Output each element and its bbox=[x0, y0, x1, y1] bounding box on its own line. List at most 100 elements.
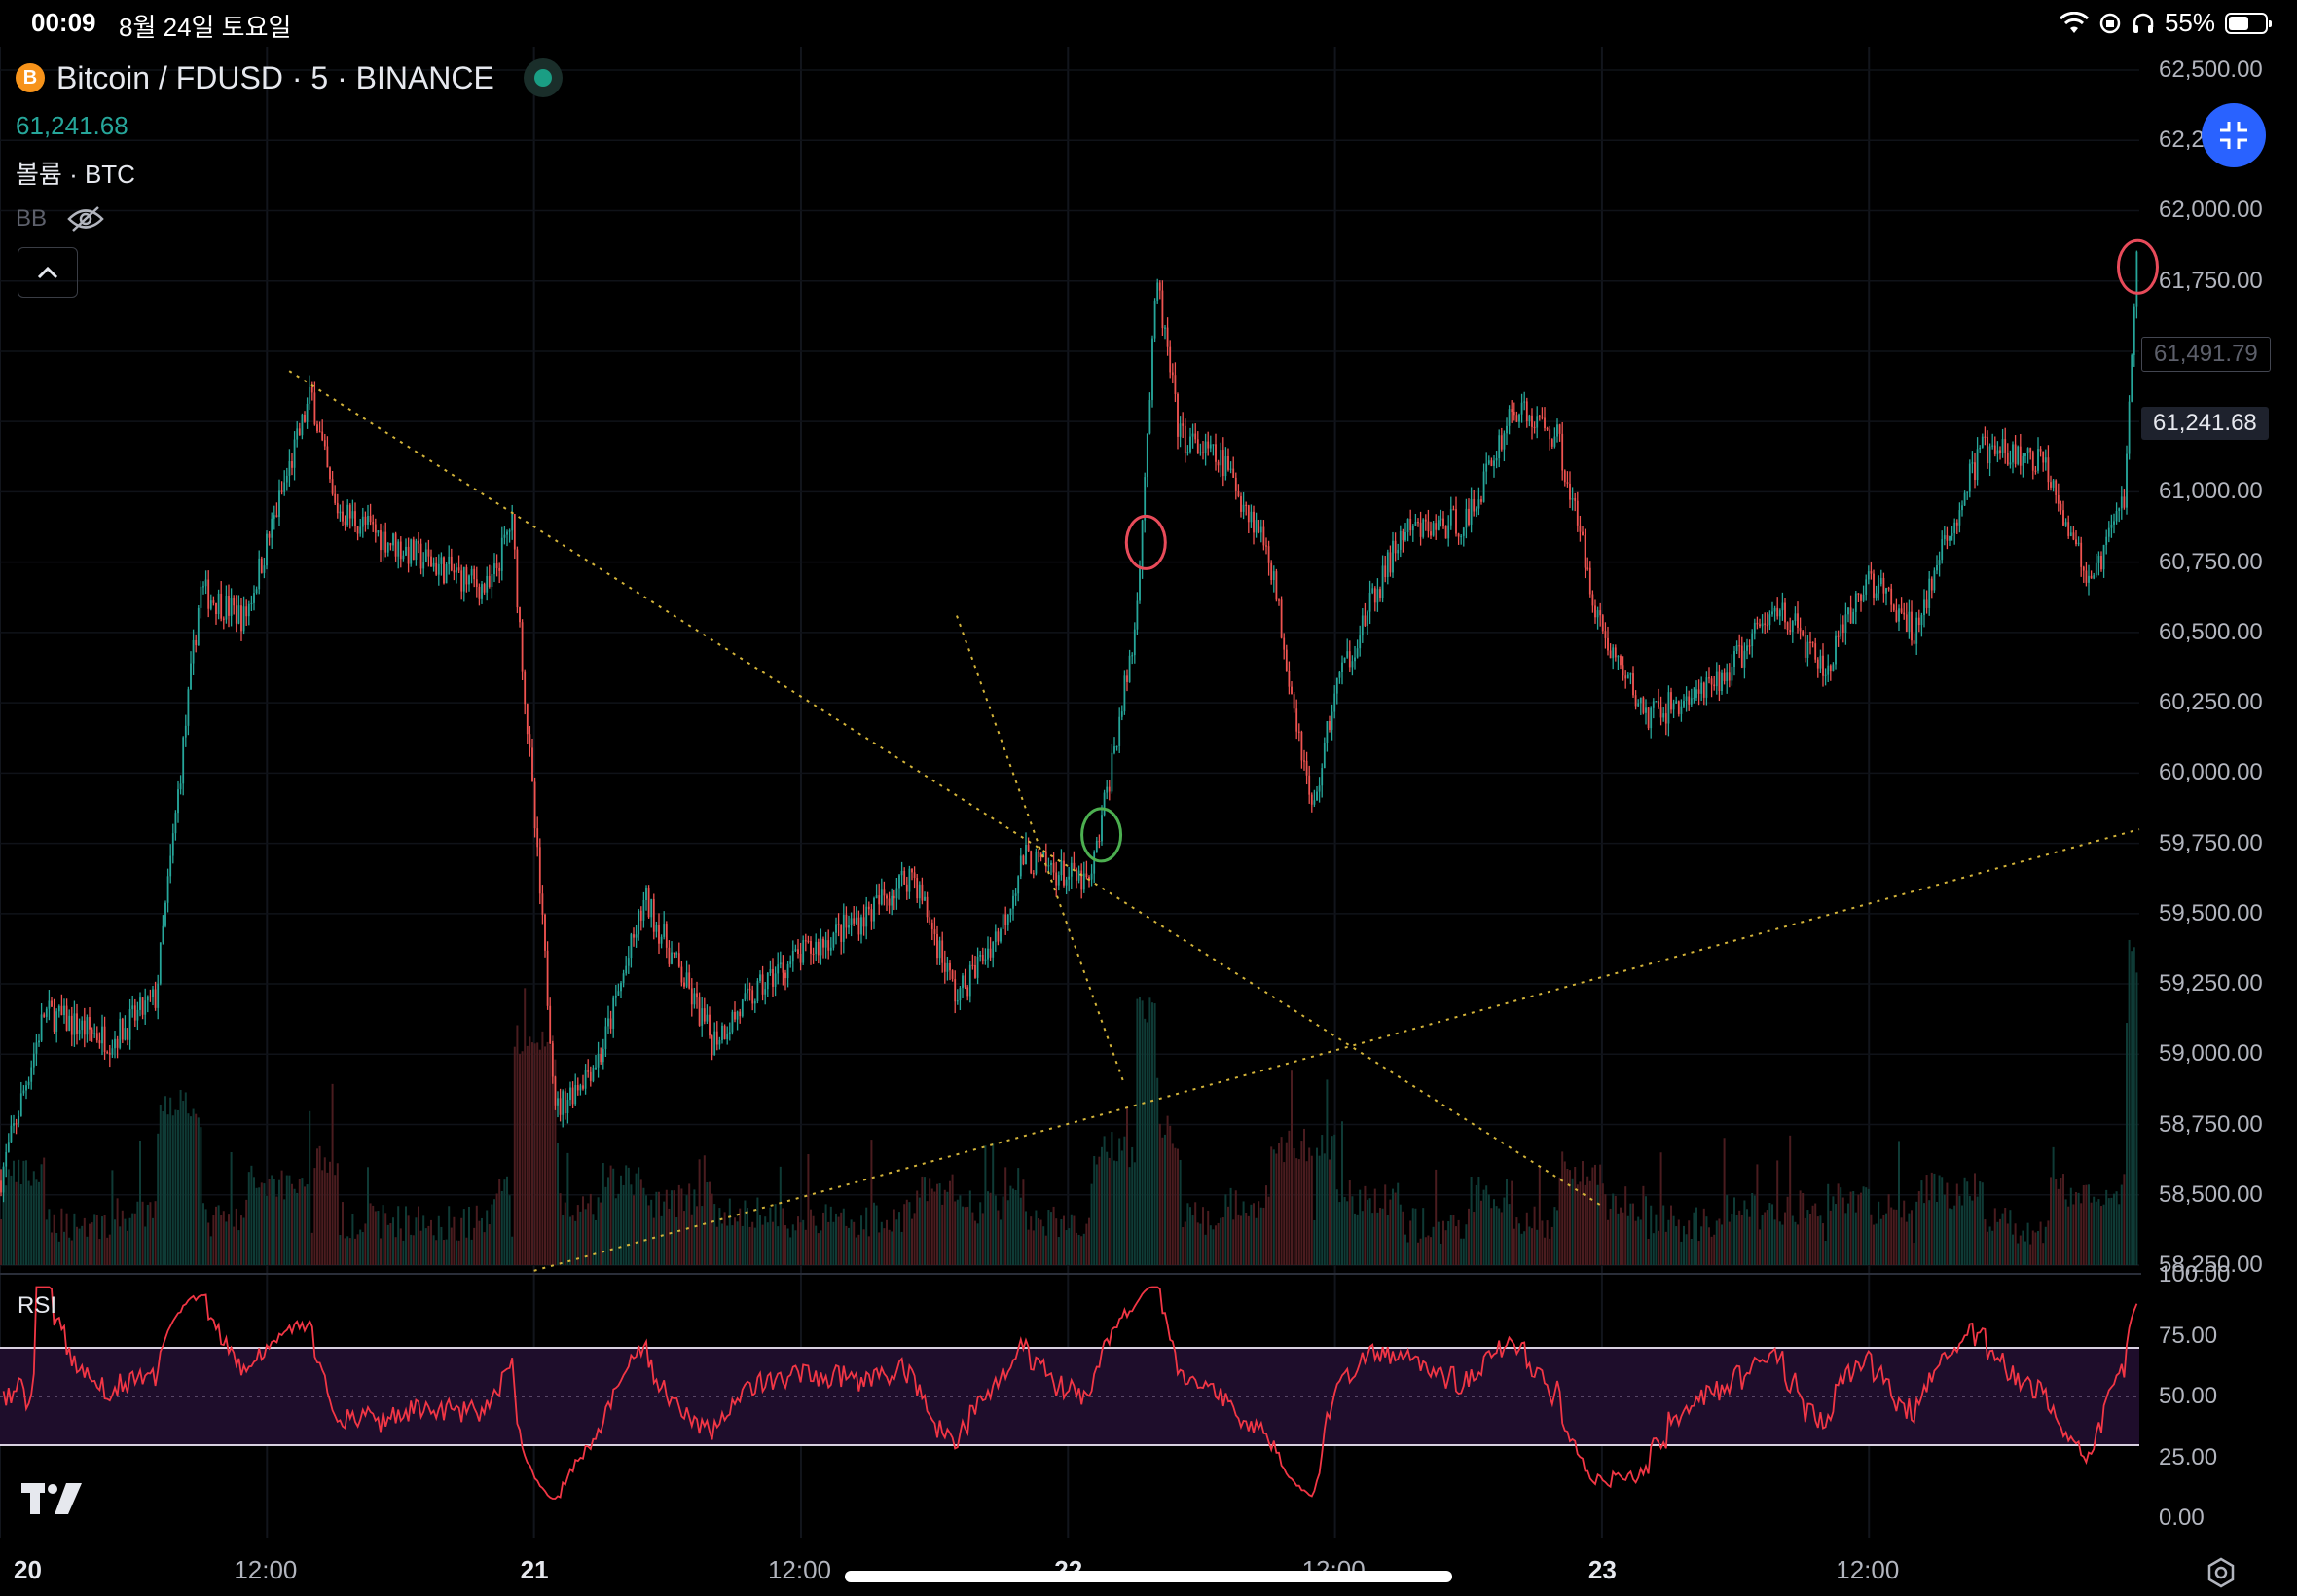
candle-body bbox=[339, 511, 342, 514]
candle-body bbox=[1381, 565, 1384, 598]
candle-body bbox=[1558, 424, 1561, 434]
volume-bar bbox=[435, 1240, 438, 1265]
exit-fullscreen-button[interactable] bbox=[2202, 103, 2266, 167]
home-indicator[interactable] bbox=[845, 1571, 1452, 1582]
candle-body bbox=[971, 964, 974, 966]
candle-body bbox=[356, 526, 359, 534]
candle-body bbox=[1690, 698, 1693, 705]
volume-bar bbox=[721, 1223, 723, 1265]
candle-body bbox=[1044, 851, 1047, 867]
volume-bar bbox=[1493, 1199, 1495, 1265]
volume-bar bbox=[1386, 1215, 1389, 1265]
candle-body bbox=[655, 925, 658, 932]
volume-bar bbox=[1541, 1220, 1544, 1265]
volume-bar bbox=[639, 1179, 642, 1265]
volume-bar bbox=[1920, 1180, 1923, 1265]
symbol-row[interactable]: B Bitcoin / FDUSD · 5 · BINANCE bbox=[16, 58, 563, 97]
volume-bar bbox=[285, 1175, 288, 1265]
volume-bar bbox=[450, 1227, 453, 1265]
candle-body bbox=[1664, 713, 1667, 724]
volume-bar bbox=[1993, 1208, 1996, 1265]
candle-body bbox=[51, 1000, 53, 1007]
symbol-title[interactable]: Bitcoin / FDUSD · 5 · BINANCE bbox=[56, 59, 494, 95]
candle-body bbox=[445, 563, 448, 584]
candle-body bbox=[1288, 671, 1291, 687]
volume-bar bbox=[1566, 1168, 1569, 1265]
volume-bar bbox=[1275, 1153, 1278, 1265]
legend-collapse-button[interactable] bbox=[18, 247, 78, 298]
candle-body bbox=[318, 431, 321, 433]
candle-body bbox=[1493, 460, 1495, 466]
volume-bar bbox=[1329, 1159, 1331, 1265]
candle-body bbox=[495, 563, 498, 568]
candle-body bbox=[1427, 521, 1430, 532]
volume-bar bbox=[1672, 1215, 1675, 1265]
volume-bar bbox=[2039, 1221, 2042, 1265]
volume-bar bbox=[1829, 1210, 1832, 1265]
candle-body bbox=[1220, 450, 1222, 466]
candle-body bbox=[1356, 648, 1359, 658]
candle-body bbox=[1017, 876, 1020, 894]
candle-body bbox=[2069, 532, 2072, 536]
candle-body bbox=[1462, 527, 1465, 536]
candle-body bbox=[247, 603, 250, 617]
tradingview-logo-icon[interactable] bbox=[21, 1483, 86, 1516]
candle-body bbox=[486, 575, 489, 593]
volume-bar bbox=[1280, 1137, 1283, 1265]
volume-bar bbox=[1232, 1219, 1235, 1265]
candle-body bbox=[334, 493, 337, 503]
volume-bar bbox=[1824, 1240, 1827, 1265]
volume-bar bbox=[1265, 1185, 1267, 1265]
volume-bar bbox=[495, 1193, 498, 1265]
candle-body bbox=[815, 941, 818, 954]
volume-bar bbox=[1591, 1167, 1594, 1265]
bb-indicator-label[interactable]: BB bbox=[16, 205, 48, 232]
candle-body bbox=[893, 895, 895, 899]
rsi-indicator-label[interactable]: RSI bbox=[18, 1292, 57, 1319]
candle-body bbox=[418, 540, 419, 544]
candle-body bbox=[2057, 494, 2060, 504]
volume-bar bbox=[2133, 947, 2135, 1265]
volume-bar bbox=[1637, 1216, 1640, 1265]
candle-body bbox=[1738, 645, 1741, 647]
volume-bar bbox=[1520, 1233, 1523, 1265]
volume-bar bbox=[106, 1237, 109, 1265]
volume-bar bbox=[936, 1183, 938, 1265]
volume-bar bbox=[1930, 1172, 1933, 1265]
candle-body bbox=[448, 556, 451, 564]
volume-bar bbox=[855, 1237, 857, 1265]
candle-body bbox=[149, 996, 152, 998]
volume-bar bbox=[195, 1113, 198, 1265]
volume-bar bbox=[2009, 1210, 2012, 1265]
candle-body bbox=[933, 929, 936, 934]
volume-bar bbox=[2050, 1177, 2052, 1265]
volume-bar bbox=[1759, 1229, 1761, 1265]
candle-body bbox=[2107, 527, 2110, 537]
candle-body bbox=[671, 952, 673, 964]
candle-body bbox=[402, 555, 405, 560]
volume-bar bbox=[2026, 1222, 2029, 1265]
candle-body bbox=[453, 570, 456, 573]
candle-body bbox=[1771, 611, 1773, 615]
candle-body bbox=[245, 606, 248, 617]
candle-body bbox=[1373, 588, 1376, 603]
candle-body bbox=[1285, 649, 1288, 671]
eye-off-icon[interactable] bbox=[66, 204, 105, 234]
candle-body bbox=[1523, 401, 1526, 403]
volume-bar bbox=[1586, 1176, 1589, 1265]
volume-bar bbox=[1141, 1000, 1144, 1265]
volume-bar bbox=[1262, 1207, 1265, 1265]
volume-bar bbox=[235, 1208, 237, 1265]
volume-bar bbox=[1607, 1219, 1609, 1265]
volume-bar bbox=[103, 1215, 106, 1265]
settings-gear-icon[interactable] bbox=[2206, 1557, 2237, 1588]
candle-body bbox=[470, 568, 473, 576]
candle-body bbox=[1280, 599, 1283, 638]
volume-bar bbox=[2006, 1223, 2009, 1265]
candle-body bbox=[1925, 599, 1928, 608]
candle-body bbox=[1346, 651, 1349, 658]
volume-indicator-label[interactable]: 볼륨 · BTC bbox=[16, 160, 135, 189]
candle-body bbox=[38, 1040, 40, 1043]
volume-bar bbox=[1227, 1206, 1229, 1265]
